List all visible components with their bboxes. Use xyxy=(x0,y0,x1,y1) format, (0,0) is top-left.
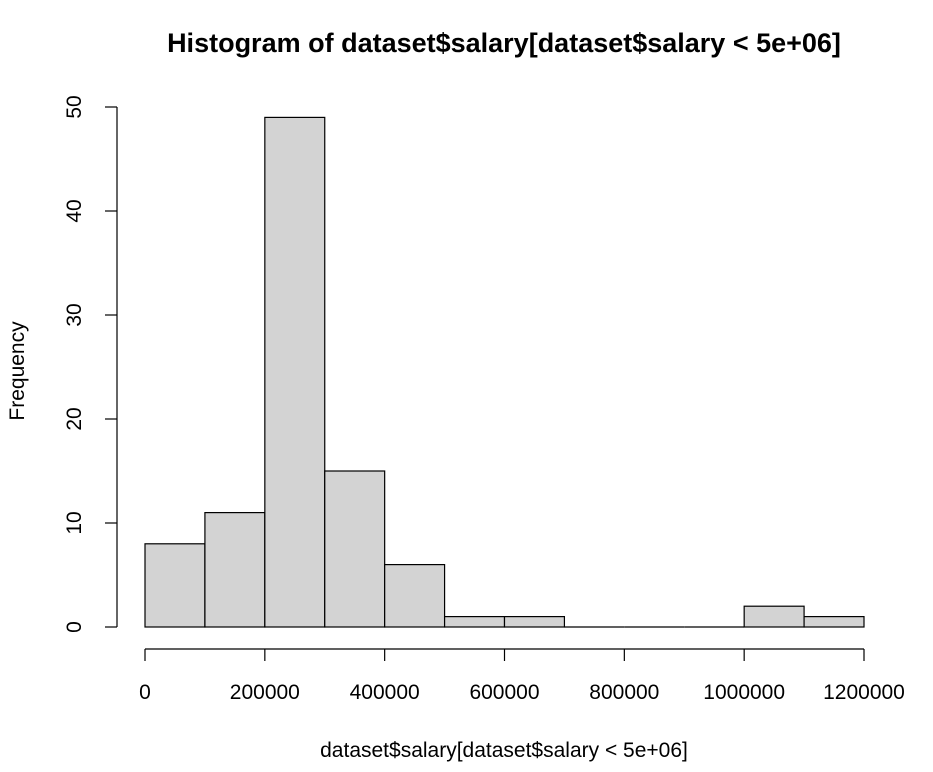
x-tick-label: 600000 xyxy=(469,681,539,704)
y-tick-label: 30 xyxy=(63,303,86,326)
histogram-bar-0 xyxy=(144,543,206,628)
histogram-bar-10 xyxy=(743,605,805,628)
x-axis-label: dataset$salary[dataset$salary < 5e+06] xyxy=(320,739,688,762)
histogram-bar-11 xyxy=(803,615,865,628)
y-tick-label: 20 xyxy=(63,407,86,430)
y-axis-label: Frequency xyxy=(6,321,29,421)
x-tick-label: 1200000 xyxy=(823,681,905,704)
x-tick-label: 400000 xyxy=(350,681,420,704)
y-tick-label: 40 xyxy=(63,199,86,222)
histogram-bar-3 xyxy=(324,470,386,628)
y-tick-label: 10 xyxy=(63,511,86,534)
histogram-bar-1 xyxy=(204,511,266,628)
x-axis: 0 200000 400000 600000 800000 1000000 1200000 xyxy=(139,648,905,704)
x-tick-label: 200000 xyxy=(230,681,300,704)
chart-title: Histogram of dataset$salary[dataset$sala… xyxy=(167,28,841,58)
x-tick-label: 800000 xyxy=(589,681,659,704)
y-tick-label: 0 xyxy=(63,621,86,633)
y-tick-label: 50 xyxy=(63,95,86,118)
x-tick-label: 1000000 xyxy=(703,681,785,704)
x-tick-label: 0 xyxy=(139,681,151,704)
histogram-bar-4 xyxy=(384,563,446,628)
histogram-bar-2 xyxy=(264,116,326,628)
y-axis: 0 10 20 30 40 50 xyxy=(63,95,118,633)
histogram-bar-5 xyxy=(443,615,506,628)
histogram-bar-6 xyxy=(503,615,566,628)
bars-group xyxy=(144,116,865,628)
